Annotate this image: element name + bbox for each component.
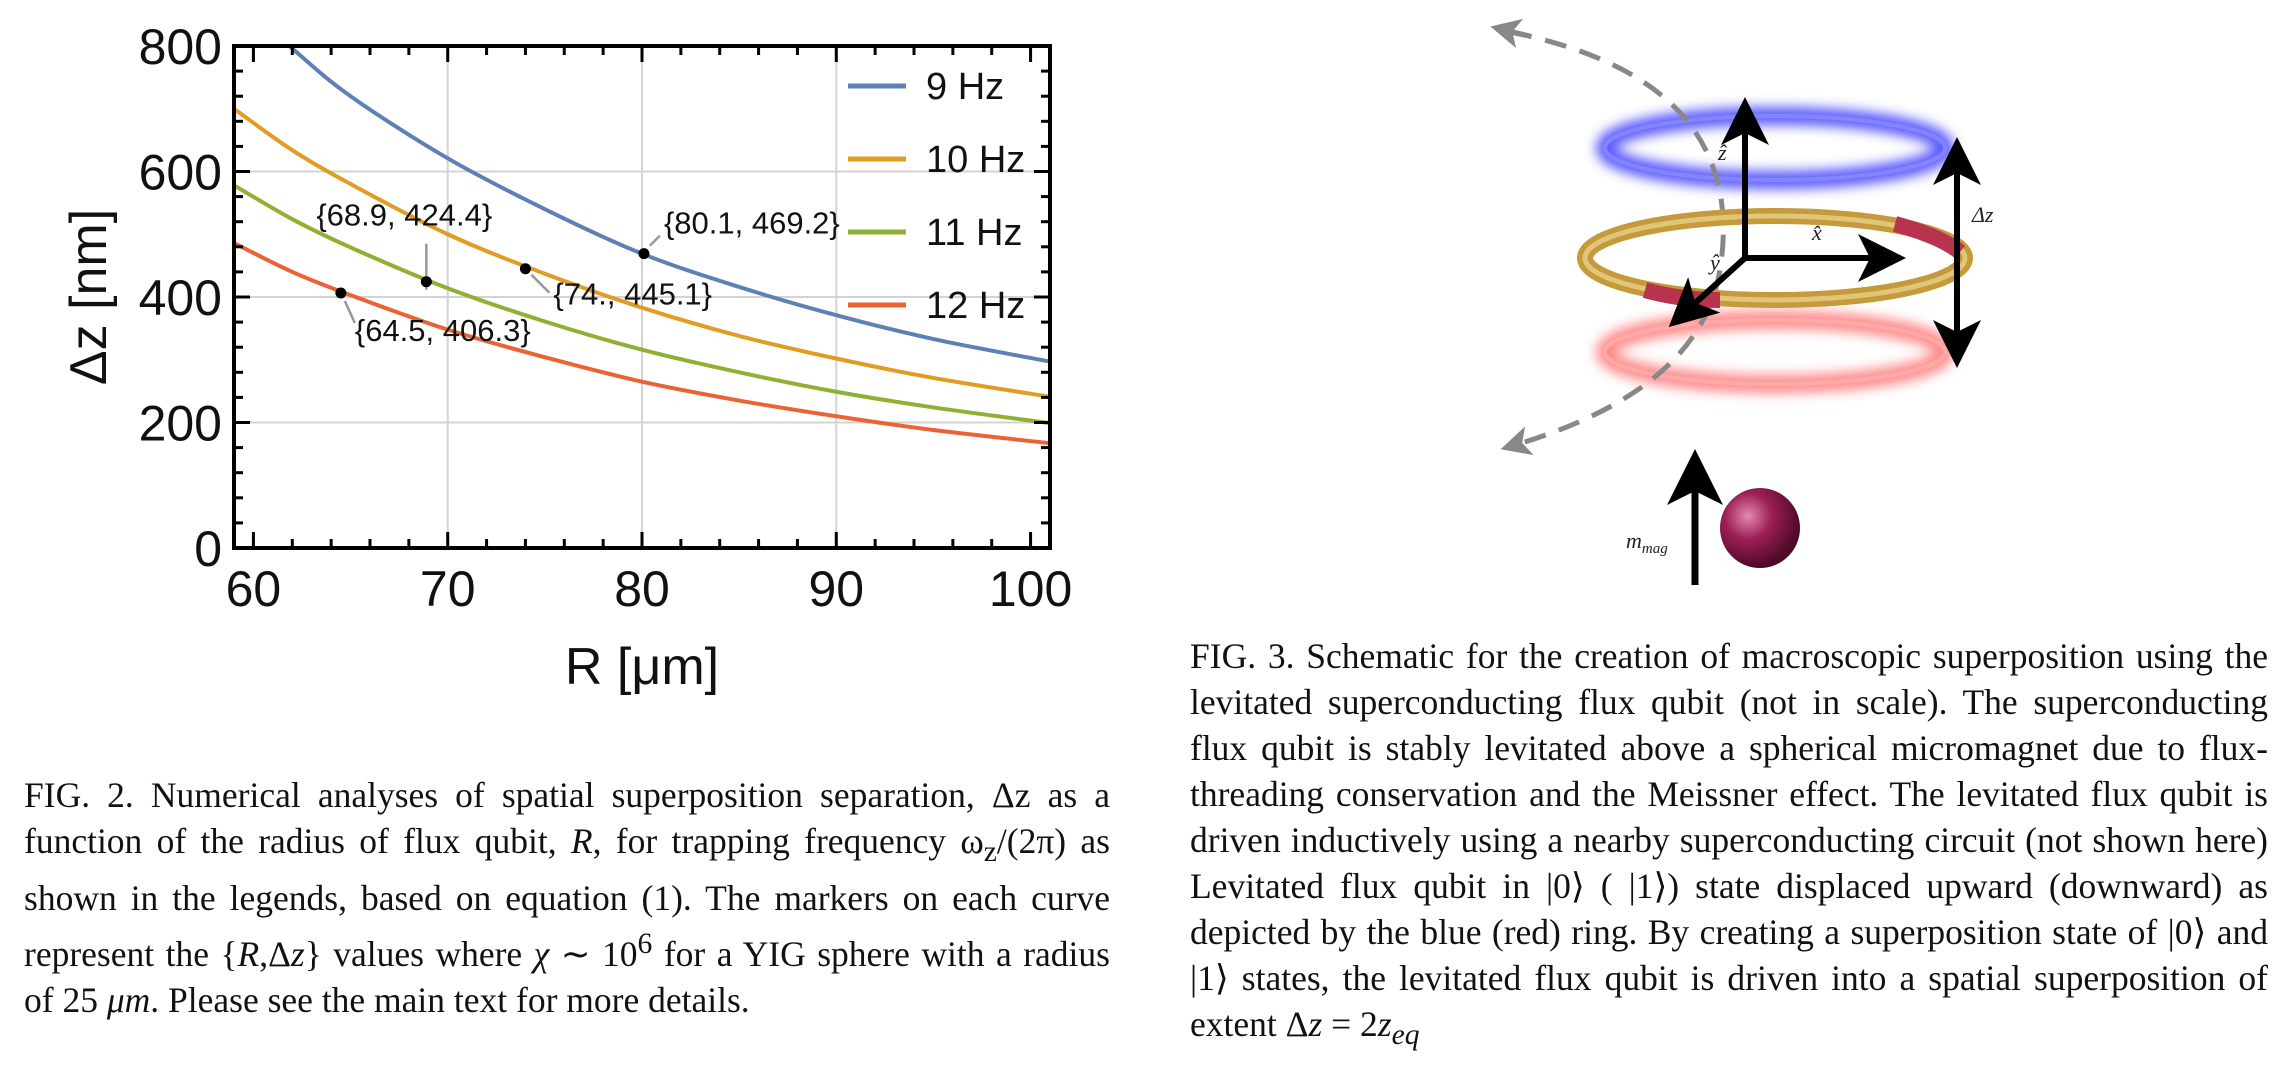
series-line-10-hz (234, 107, 1050, 399)
marker-label: {74., 445.1} (553, 277, 712, 312)
x-tick-label: 70 (420, 561, 476, 617)
marker-label: {64.5, 406.3} (355, 313, 531, 348)
marker-callout-line (530, 273, 551, 294)
figure-2-caption: FIG. 2. Numerical analyses of spatial su… (24, 775, 1110, 1020)
chart-ticks: 60 70 80 90 100 0 200 400 600 800 (139, 19, 1073, 617)
y-axis-arrow (1668, 255, 1748, 328)
chart-markers: {80.1, 469.2} {74., 445.1} {68.9, 424.4} {6… (316, 198, 839, 348)
x-hat-label: x̂ (1811, 220, 1822, 245)
x-axis-label: R [μm] (565, 638, 719, 696)
legend-label: 12 Hz (926, 285, 1025, 327)
trajectory-arc (1500, 29, 1726, 456)
marker-callout-line (343, 300, 356, 324)
chart-legend: 9 Hz 10 Hz 11 Hz 12 Hz (848, 66, 1025, 327)
x-tick-label: 90 (808, 561, 864, 617)
figure-3-schematic: ẑ x̂ ŷ Δz mmag (1490, 18, 1994, 585)
series-line-12-hz (234, 241, 1050, 446)
y-tick-label: 0 (194, 521, 222, 577)
legend-label: 10 Hz (926, 139, 1025, 181)
marker-label: {80.1, 469.2} (664, 206, 840, 241)
chart-series (234, 46, 1050, 446)
y-axis-label: Δz [nm] (60, 209, 118, 385)
legend-label: 9 Hz (926, 66, 1004, 108)
marker-label: {68.9, 424.4} (316, 198, 492, 233)
z-hat-label: ẑ (1717, 140, 1727, 165)
y-tick-label: 800 (139, 19, 222, 75)
data-marker (420, 276, 432, 288)
series-line-11-hz (234, 183, 1050, 426)
data-marker (335, 287, 347, 299)
legend-label: 11 Hz (926, 212, 1022, 254)
data-marker (519, 263, 531, 275)
delta-z-label: Δz (1971, 202, 1994, 227)
figure-2-chart: {80.1, 469.2} {74., 445.1} {68.9, 424.4} {6… (60, 19, 1073, 696)
m-mag-label: mmag (1626, 528, 1668, 557)
series-line-9-hz (286, 46, 1050, 364)
marker-callout-line (649, 234, 661, 247)
micromagnet-sphere (1720, 488, 1800, 568)
x-tick-label: 100 (989, 561, 1072, 617)
data-marker (638, 248, 650, 260)
x-tick-label: 60 (226, 561, 282, 617)
x-tick-label: 80 (614, 561, 670, 617)
y-tick-label: 200 (139, 396, 222, 452)
y-tick-label: 400 (139, 270, 222, 326)
y-tick-label: 600 (139, 145, 222, 201)
figure-3-caption: FIG. 3. Schematic for the creation of ma… (1190, 636, 2268, 1052)
y-hat-label: ŷ (1708, 250, 1720, 275)
chart-grid (234, 46, 1050, 548)
